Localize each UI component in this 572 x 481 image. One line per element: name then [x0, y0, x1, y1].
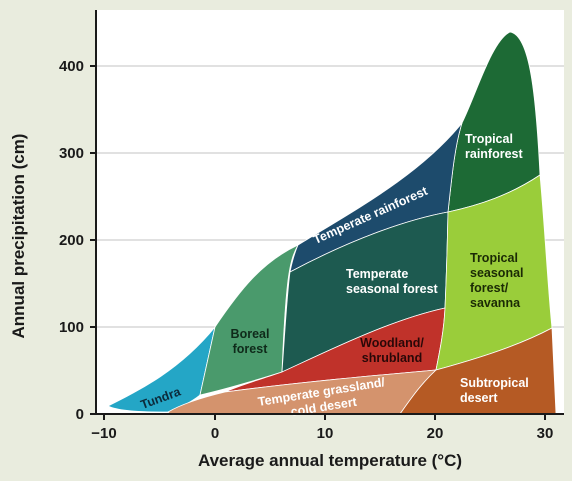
- region-label-line: desert: [460, 391, 498, 405]
- region-label-line: Woodland/: [360, 336, 424, 350]
- region-tundra: [107, 326, 216, 413]
- y-tick-label: 400: [59, 58, 84, 75]
- y-tick-label: 0: [76, 406, 84, 423]
- region-subtropical-desert: [399, 327, 557, 415]
- region-label-line: forest/: [470, 281, 509, 295]
- region-label-line: Subtropical: [460, 376, 529, 390]
- biome-regions: [107, 31, 557, 415]
- y-tick-label: 100: [59, 319, 84, 336]
- x-tick-label: 30: [537, 425, 554, 442]
- region-label-line: seasonal forest: [346, 282, 439, 296]
- y-tick-label: 200: [59, 232, 84, 249]
- label-subtropical-desert: Subtropical desert: [460, 376, 529, 405]
- region-boreal-forest: [199, 244, 299, 396]
- axes: [90, 10, 564, 420]
- y-axis-title: Annual precipitation (cm): [9, 134, 28, 339]
- y-tick-labels: 0 100 200 300 400: [59, 58, 84, 423]
- x-tick-label: 0: [211, 425, 219, 442]
- region-label-line: seasonal: [470, 266, 524, 280]
- region-label-line: Temperate: [346, 267, 408, 281]
- x-tick-label: 10: [317, 425, 334, 442]
- label-tropical-rainforest: Tropical rainforest: [465, 132, 523, 161]
- region-label-line: shrubland: [362, 351, 422, 365]
- x-axis-title: Average annual temperature (°C): [198, 451, 462, 470]
- region-label-line: Tropical: [470, 251, 518, 265]
- region-label-line: forest: [233, 342, 269, 356]
- region-label-line: rainforest: [465, 147, 523, 161]
- y-tick-label: 300: [59, 145, 84, 162]
- label-tropical-seasonal-forest-savanna: Tropical seasonal forest/savanna: [470, 251, 524, 310]
- label-boreal-forest: Boreal forest: [231, 327, 270, 356]
- region-label-line: Boreal: [231, 327, 270, 341]
- x-tick-label: −10: [91, 425, 116, 442]
- region-label-line: savanna: [470, 296, 521, 310]
- x-tick-label: 20: [427, 425, 444, 442]
- label-temperate-seasonal-forest: Temperate seasonal forest: [346, 267, 439, 296]
- x-tick-labels: −10 0 10 20 30: [91, 425, 553, 442]
- region-label-line: Tropical: [465, 132, 513, 146]
- label-woodland-shrubland: Woodland/shrubland: [360, 336, 424, 365]
